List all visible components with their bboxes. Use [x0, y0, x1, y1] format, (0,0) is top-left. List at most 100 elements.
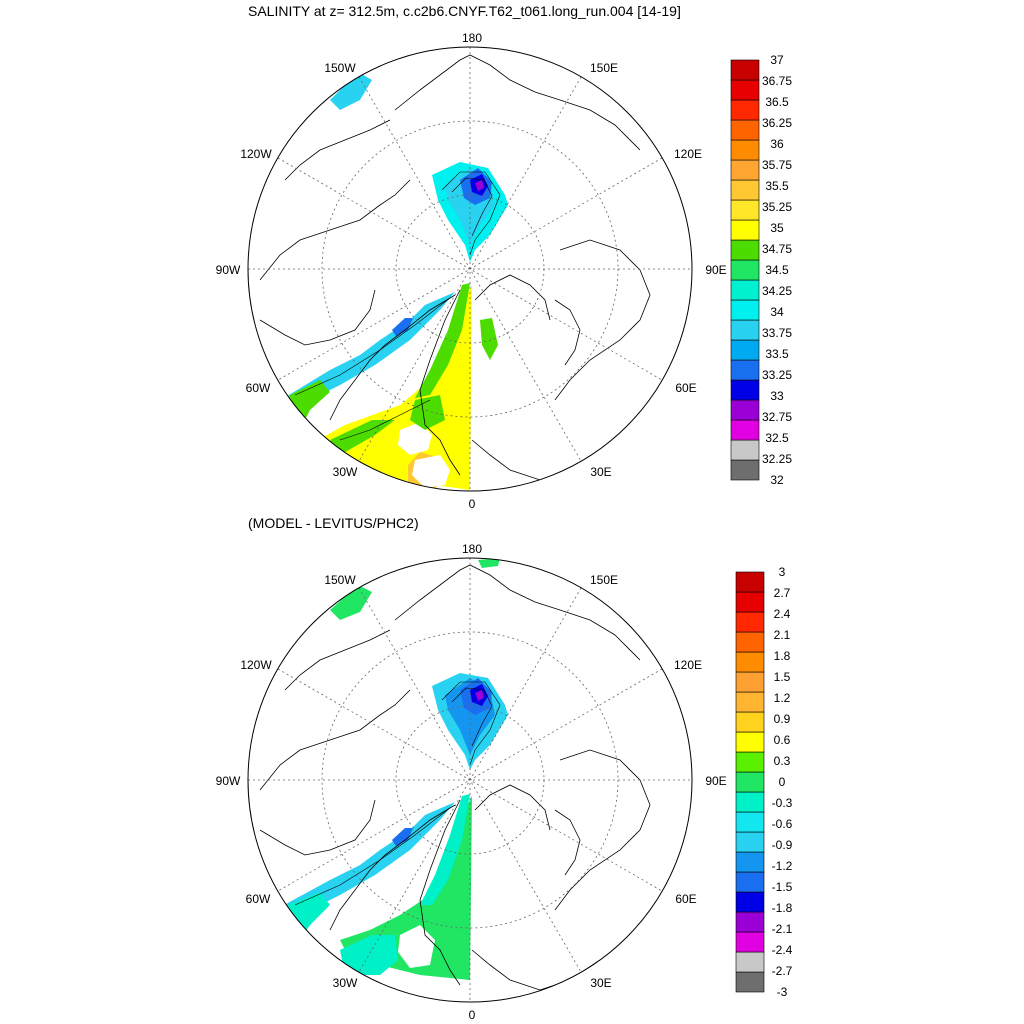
colorbar-tick-label: 0.3	[774, 754, 791, 768]
lon-label-60w: 60W	[246, 381, 271, 395]
colorbar-tick-label: 36.5	[765, 95, 789, 109]
colorbar-swatch	[730, 179, 760, 201]
colorbar-swatch	[730, 439, 760, 461]
field-baffin-core	[392, 318, 413, 336]
lon-label-120e: 120E	[674, 658, 702, 672]
colorbar-tick-label: 35.25	[762, 200, 792, 214]
contour-1	[441, 681, 501, 766]
lon-label-120w: 120W	[240, 658, 272, 672]
colorbar-swatch	[730, 119, 760, 141]
coastline-hudson	[259, 289, 376, 346]
coastline-greenland-west	[329, 804, 456, 931]
panel-difference: (MODEL - LEVITUS/PHC2)	[216, 515, 793, 1022]
coastline-canada	[259, 179, 411, 281]
polar-map: 180 150E 120E 90E 60E 30E 0 30W 60W 90W …	[216, 542, 727, 1022]
colorbar-swatch	[730, 59, 760, 81]
lon-label-30w: 30W	[333, 976, 358, 990]
coastline-svalbard	[474, 784, 551, 831]
field-white-patch	[398, 422, 432, 455]
colorbar-tick-label: 1.8	[774, 649, 791, 663]
colorbar-tick-label: 37	[770, 53, 784, 67]
colorbar-tick-label: 33.5	[765, 347, 789, 361]
field-white-patch-2	[412, 455, 450, 488]
colorbar-swatch	[730, 159, 760, 181]
lon-label-60w: 60W	[246, 892, 271, 906]
colorbar-swatch	[735, 811, 765, 833]
colorbar-swatch	[735, 651, 765, 673]
colorbar-tick-label: 2.7	[774, 586, 791, 600]
coastline-greenland-west	[329, 294, 456, 421]
colorbar-tick-label: 35	[770, 221, 784, 235]
lon-label-150e: 150E	[590, 61, 618, 75]
panel-salinity: SALINITY at z= 312.5m, c.c2b6.CNYF.T62_t…	[216, 3, 793, 511]
colorbar-swatch	[735, 611, 765, 633]
coastlines	[259, 564, 651, 991]
coastline-canada	[259, 689, 411, 791]
lon-label-90e: 90E	[705, 774, 726, 788]
colorbar-tick-label: 34.25	[762, 284, 792, 298]
colorbar-swatch	[730, 279, 760, 301]
colorbar-tick-label: -2.1	[772, 922, 793, 936]
colorbar-swatch	[735, 971, 765, 993]
field-baffin	[284, 292, 455, 405]
graticule	[248, 558, 692, 1002]
colorbar-swatch	[730, 99, 760, 121]
coastline-siberia	[554, 239, 651, 401]
meridian-120e-60w	[277, 157, 663, 381]
lon-label-90e: 90E	[705, 263, 726, 277]
colorbar-tick-label: 36.75	[762, 74, 792, 88]
colorbar-tick-label: 32.25	[762, 452, 792, 466]
colorbar-tick-label: 32	[770, 473, 784, 487]
field-canadian-min-inner	[475, 180, 484, 191]
contour-3	[294, 297, 451, 396]
lon-label-150w: 150W	[324, 573, 356, 587]
colorbar-tick-label: 36	[770, 137, 784, 151]
colorbar-tick-label: -3	[777, 985, 788, 999]
contour-2	[451, 177, 493, 237]
coastline-siberia	[554, 749, 651, 911]
lon-label-60e: 60E	[675, 381, 696, 395]
contours	[294, 681, 501, 906]
colorbar-tick-label: 34.75	[762, 242, 792, 256]
colorbar-tick-label: 33	[770, 389, 784, 403]
coastline-alaska	[284, 629, 391, 691]
contour-1	[441, 171, 501, 256]
colorbar-tick-label: -1.5	[772, 880, 793, 894]
lon-label-180: 180	[462, 542, 482, 556]
colorbar-swatch	[730, 319, 760, 341]
coastline-east-siberia	[394, 54, 641, 151]
colorbar-tick-label: -1.2	[772, 859, 793, 873]
lon-label-180: 180	[462, 31, 482, 45]
contour-4	[339, 399, 431, 441]
lon-label-90w: 90W	[216, 263, 241, 277]
contours	[294, 171, 501, 441]
field-canadian-min-inner	[475, 690, 484, 701]
map-boundary	[247, 557, 693, 1003]
colorbar-swatch	[730, 79, 760, 101]
colorbar-swatch	[735, 791, 765, 813]
field-cyan-south	[340, 935, 398, 975]
colorbar-swatch	[735, 891, 765, 913]
lon-label-60e: 60E	[675, 892, 696, 906]
polar-map: 180 150E 120E 90E 60E 30E 0 30W 60W 90W …	[216, 31, 727, 511]
colorbar-swatch	[730, 419, 760, 441]
coastline-east-siberia	[394, 564, 641, 661]
colorbar-tick-label: -1.8	[772, 901, 793, 915]
contour-3	[294, 807, 451, 906]
meridian-120e-60w	[277, 668, 663, 892]
colorbar-tick-label: 1.5	[774, 670, 791, 684]
colorbar-swatch	[730, 379, 760, 401]
graticule	[248, 47, 692, 491]
lon-label-30e: 30E	[590, 465, 611, 479]
panel-title: SALINITY at z= 312.5m, c.c2b6.CNYF.T62_t…	[248, 3, 681, 19]
field-green-patch	[410, 395, 445, 430]
coastlines	[259, 54, 651, 481]
colorbar-swatch	[735, 711, 765, 733]
field-baffin-core	[392, 828, 413, 846]
colorbar-tick-label: 34	[770, 305, 784, 319]
colorbar-tick-label: 2.1	[774, 628, 791, 642]
coastline-alaska	[284, 119, 391, 181]
lon-label-0: 0	[469, 1008, 476, 1022]
coastline-novaya-zemlya	[554, 299, 581, 366]
lon-label-30w: 30W	[333, 465, 358, 479]
